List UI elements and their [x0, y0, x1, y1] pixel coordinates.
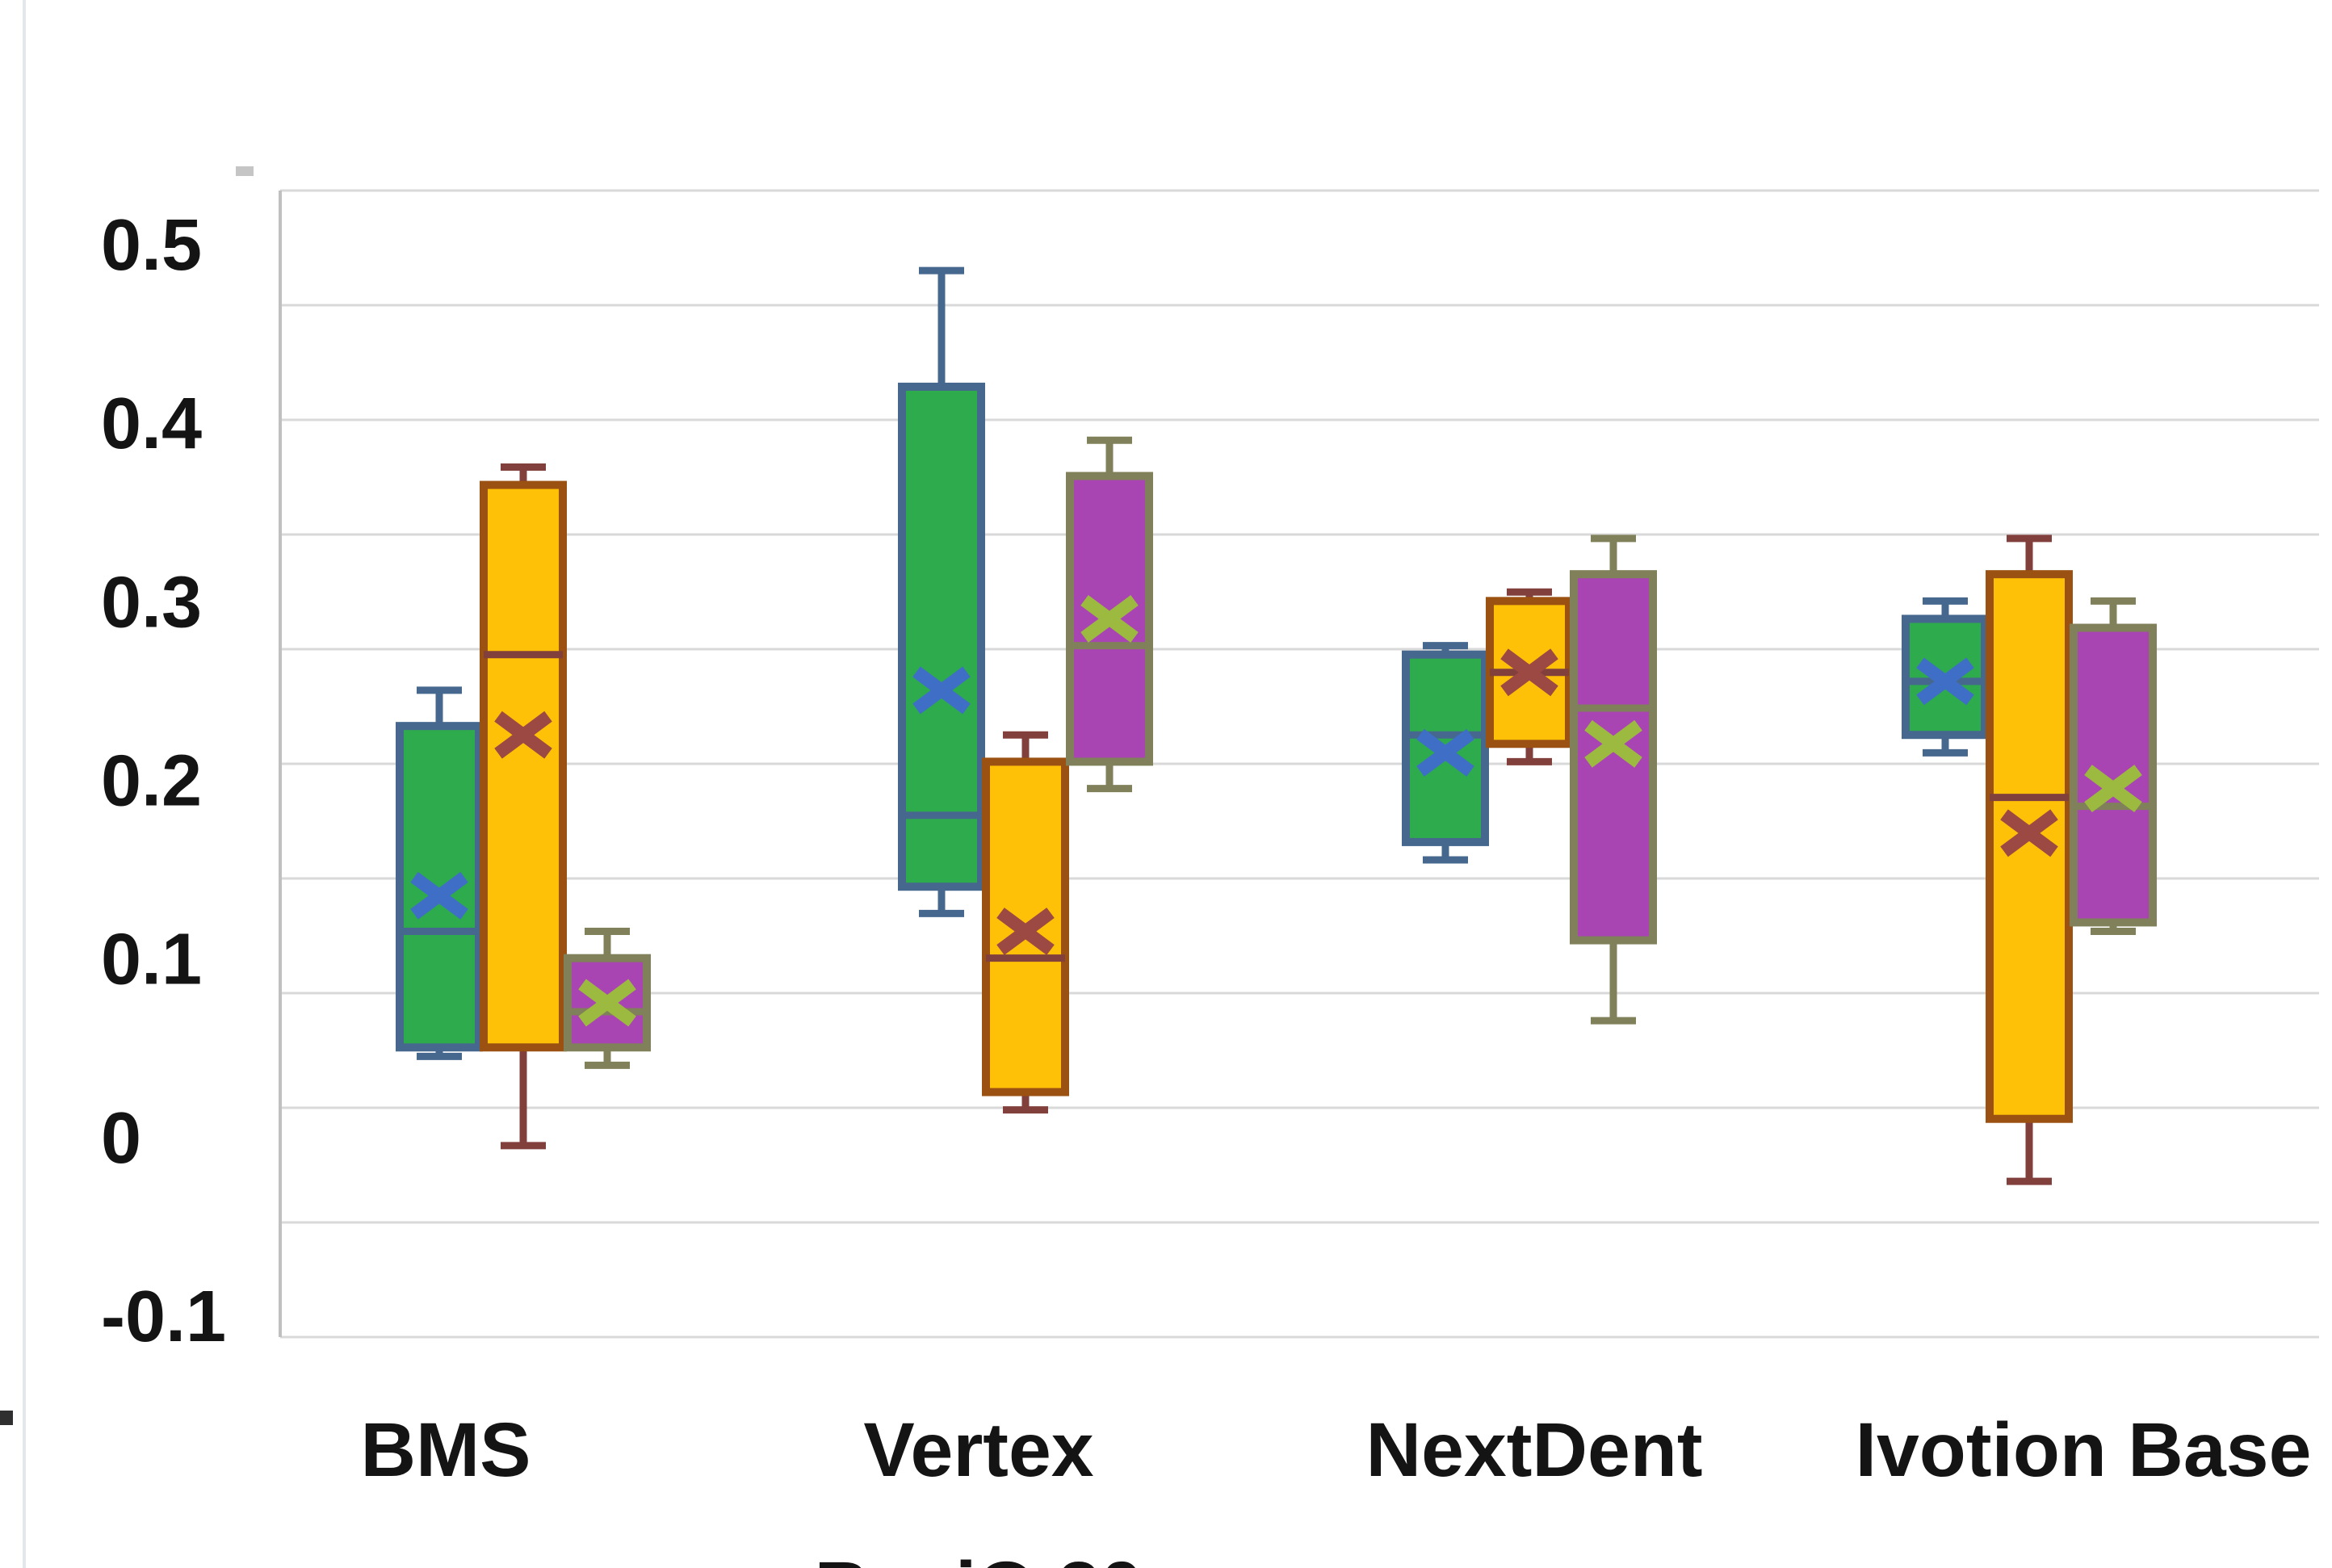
mean-marker-purple-nextdent [1584, 719, 1642, 768]
mean-marker-yellow-nextdent [1500, 648, 1558, 697]
mean-marker-yellow-ivotion-base [2000, 809, 2058, 857]
category-label-vertex-basiq-20: Vertex [863, 1407, 1093, 1493]
artifact-dash-bottom-left [0, 1411, 13, 1425]
box-purple-bms [564, 954, 651, 1052]
mean-marker-purple-ivotion-base [2084, 765, 2142, 812]
mean-marker-yellow-bms [494, 711, 552, 759]
window-edge-line [23, 0, 26, 1568]
box-yellow-bms [480, 480, 567, 1052]
mean-marker-green-bms [410, 871, 468, 920]
mean-marker-purple-vertex-basiq-20 [1080, 595, 1139, 643]
y-tick-label-0.2: 0.2 [101, 741, 202, 822]
y-tick-label--0.1: -0.1 [101, 1277, 226, 1357]
mean-marker-green-vertex-basiq-20 [912, 666, 971, 715]
screen-artifacts [0, 0, 254, 1568]
mean-marker-yellow-vertex-basiq-20 [996, 908, 1055, 955]
box-green-bms [396, 722, 483, 1052]
mean-marker-green-ivotion-base [1916, 657, 1974, 706]
box-yellow-vertex-basiq-20 [982, 757, 1069, 1096]
category-labels-group: BMS Vertex BasiQ 20 NextDent Ivotion Base [360, 1407, 2311, 1568]
artifact-dash-top [236, 166, 254, 176]
mean-marker-purple-bms [578, 979, 636, 1027]
y-tick-label-0.4: 0.4 [101, 384, 202, 464]
y-tick-labels-group: 0.5 0.4 0.3 0.2 0.1 0 -0.1 [101, 205, 226, 1357]
y-tick-label-0: 0 [101, 1098, 141, 1179]
y-tick-label-0.1: 0.1 [101, 920, 202, 1000]
category-label-ivotion-base: Ivotion Base [1856, 1407, 2312, 1493]
category-label-vertex-basiq-20-line2: BasiQ 20 [815, 1546, 1143, 1568]
gridlines-group [280, 189, 2319, 1339]
category-label-bms: BMS [360, 1407, 531, 1493]
category-label-nextdent: NextDent [1365, 1407, 1702, 1493]
box-green-nextdent [1402, 650, 1489, 846]
boxes-group [396, 266, 2157, 1185]
mean-marker-green-nextdent [1416, 728, 1474, 777]
y-tick-label-0.5: 0.5 [101, 205, 202, 286]
y-tick-label-0.3: 0.3 [101, 562, 202, 643]
box-green-vertex-basiq-20 [898, 382, 985, 891]
